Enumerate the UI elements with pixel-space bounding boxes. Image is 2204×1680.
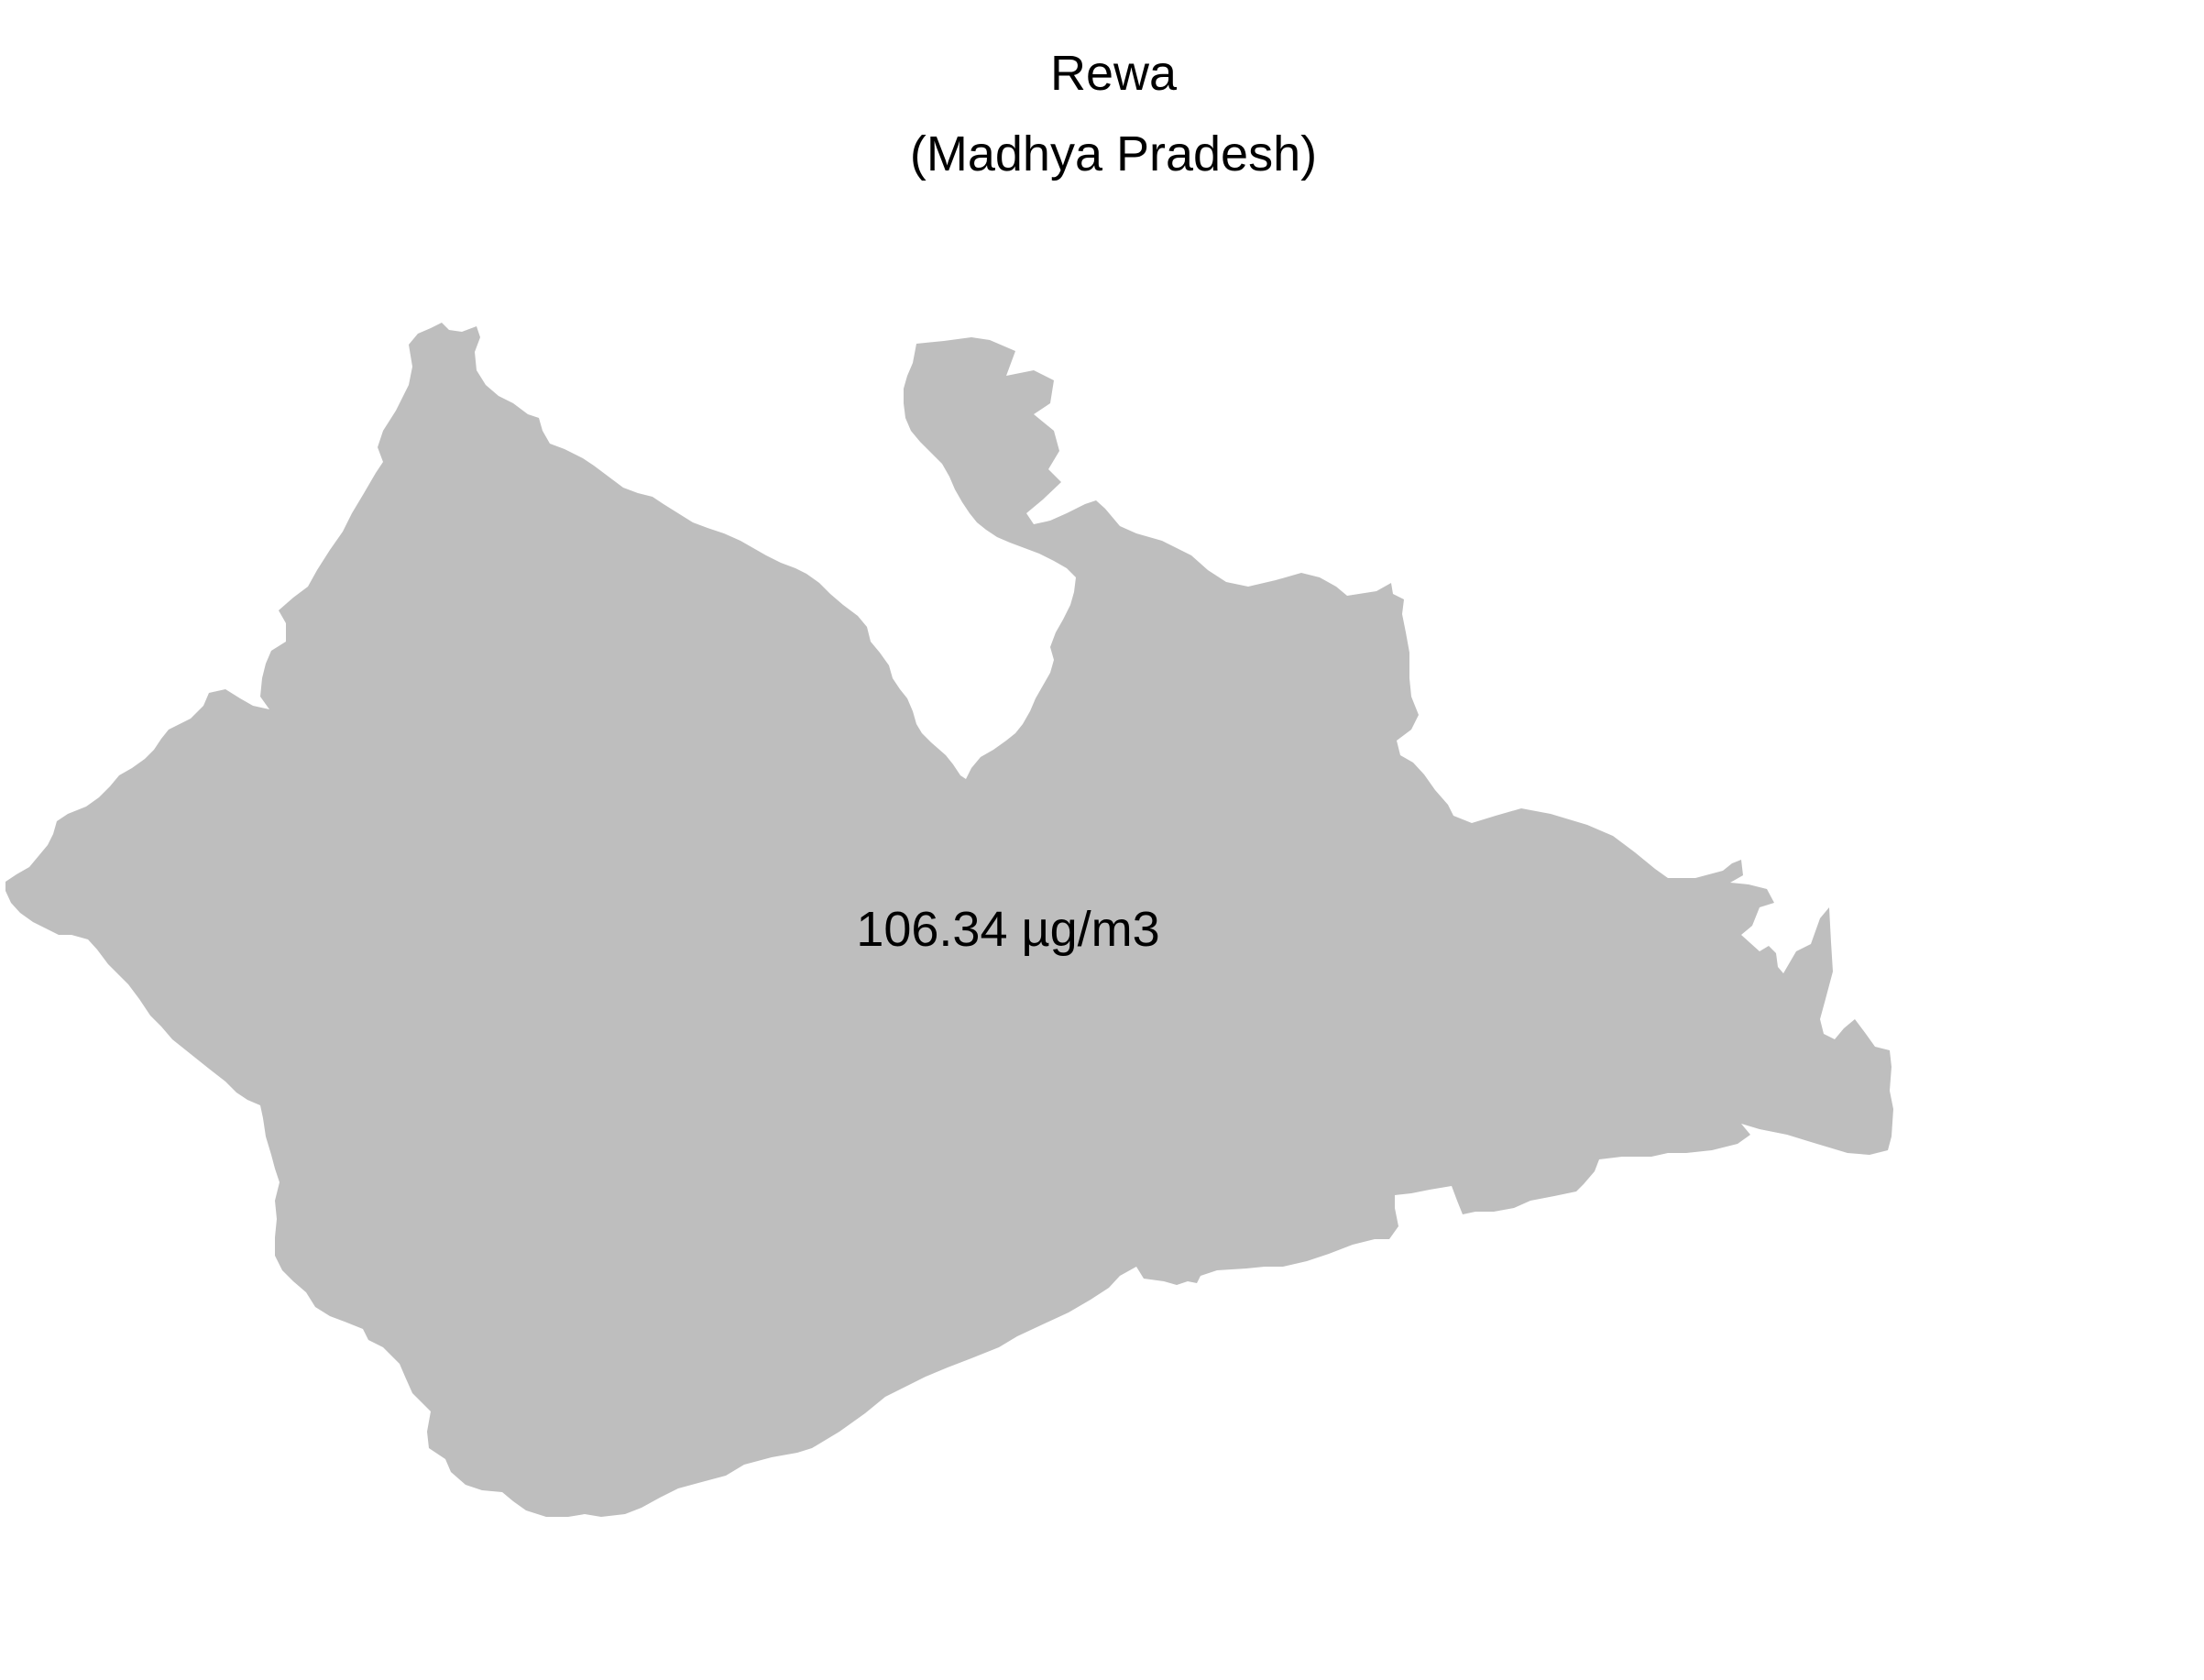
map-subtitle: (Madhya Pradesh) [909, 126, 1318, 181]
district-shape-rewa [5, 323, 1893, 1517]
map-title-block: Rewa (Madhya Pradesh) [0, 33, 2204, 194]
map-title: Rewa [1049, 46, 1178, 101]
district-value-label: 106.34 µg/m3 [856, 902, 1159, 957]
